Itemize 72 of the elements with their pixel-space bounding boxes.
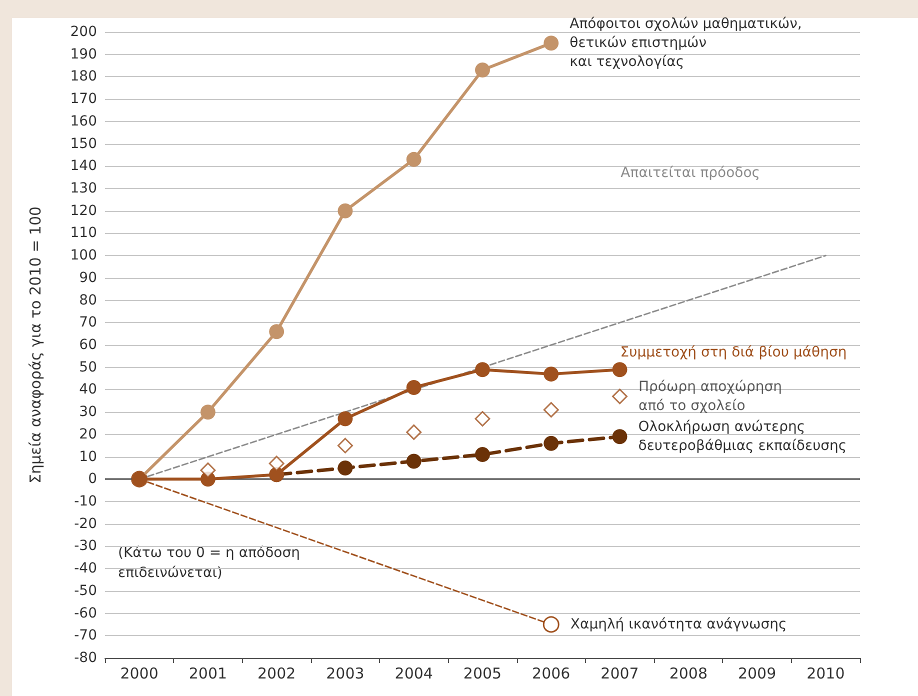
point (338, 411, 353, 426)
y-tick-label: 90 (79, 270, 97, 286)
point (474, 411, 490, 427)
point (475, 447, 490, 462)
y-tick-label: -60 (74, 605, 97, 622)
point (475, 362, 490, 378)
point (406, 454, 422, 469)
y-tick-label: 150 (70, 136, 97, 152)
x-tick-label: 2000 (120, 664, 158, 682)
series-label: Απόφοιτοι σχολών μαθηματικών, θετικών επιστημών και τεχνολογίας (570, 16, 802, 70)
y-tick-label: 40 (79, 382, 97, 398)
y-tick-label: -10 (74, 494, 97, 510)
point (544, 366, 559, 382)
y-tick-label: -80 (74, 650, 97, 666)
y-tick-label: 130 (70, 180, 97, 196)
series-label: Συμμετοχή στη διά βίου μάθηση (620, 344, 847, 361)
x-tick-label: 2006 (532, 664, 570, 682)
y-tick-label: 140 (70, 158, 97, 174)
y-tick-label: -30 (74, 538, 97, 554)
y-tick-label: 0 (88, 471, 97, 488)
y-tick-label: 80 (79, 292, 97, 308)
y-tick-label: 20 (79, 426, 97, 442)
point (338, 460, 353, 476)
y-tick-label: 180 (70, 68, 97, 85)
point (544, 436, 559, 451)
point (543, 402, 559, 418)
y-tick-label: -40 (74, 560, 97, 577)
y-tick-label: 160 (70, 113, 97, 130)
point (612, 362, 628, 378)
x-tick-label: 2010 (806, 664, 845, 682)
x-tick-label: 2009 (738, 664, 776, 682)
y-tick-label: 110 (70, 225, 97, 242)
y-tick-label: -50 (74, 582, 97, 599)
text: Απαιτείται πρόοδος (620, 165, 760, 182)
y-tick-label: 50 (79, 359, 97, 376)
point (406, 152, 422, 167)
point (475, 62, 490, 78)
point (542, 616, 560, 633)
point (200, 462, 216, 478)
point (612, 388, 628, 404)
x-tick-label: 2002 (257, 664, 296, 682)
x-tick-label: 2007 (600, 664, 639, 682)
y-tick-label: -20 (74, 516, 97, 532)
y-tick-label: 30 (79, 404, 97, 420)
series-label: Χαμηλή ικανότητα ανάγνωσης (570, 616, 787, 632)
x-tick-label: 2005 (463, 664, 502, 682)
y-tick-label: -70 (74, 628, 97, 644)
point (200, 404, 216, 420)
y-axis-title: Σημεία αναφοράς για το 2010 = 100 (26, 206, 44, 484)
series-label: Πρόωρη αποχώρηση από το σχολείο (638, 378, 782, 414)
y-tick-label: 120 (70, 202, 97, 219)
point (268, 456, 284, 472)
point (338, 203, 353, 218)
x-tick-label: 2003 (326, 664, 364, 682)
point (269, 324, 284, 340)
y-tick-label: 100 (70, 248, 97, 264)
point (406, 380, 422, 395)
annotation: (Κάτω του 0 = η απόδοση επιδεινώνεται) (118, 545, 300, 581)
y-tick-label: 70 (79, 314, 97, 331)
point (612, 429, 628, 444)
x-tick-label: 2001 (188, 664, 228, 682)
y-tick-label: 190 (70, 46, 97, 62)
y-tick-label: 10 (79, 448, 97, 465)
x-tick-label: 2004 (394, 664, 433, 682)
y-tick-label: 60 (79, 337, 97, 353)
y-tick-label: 170 (70, 91, 97, 108)
x-tick-label: 2008 (669, 664, 708, 682)
series-label: Ολοκλήρωση ανώτερης δευτεροβάθμιας εκπαίδευσης (638, 419, 847, 454)
y-tick-label: 200 (70, 24, 97, 40)
point (406, 424, 422, 440)
point (544, 36, 559, 51)
point (337, 438, 353, 454)
